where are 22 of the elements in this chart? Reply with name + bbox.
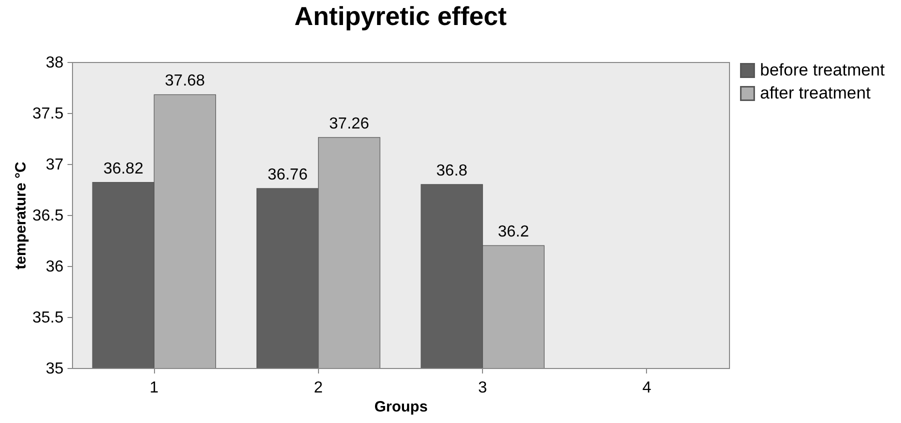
legend-label: after treatment bbox=[760, 84, 871, 102]
chart-title: Antipyretic effect bbox=[294, 1, 508, 31]
data-label: 37.26 bbox=[329, 115, 370, 132]
data-label: 36.8 bbox=[436, 162, 468, 180]
data-label: 36.82 bbox=[103, 160, 144, 178]
data-label: 37.68 bbox=[164, 72, 206, 90]
x-tick-label: 2 bbox=[314, 380, 323, 396]
data-label: 36.76 bbox=[268, 166, 308, 184]
legend-label: before treatment bbox=[760, 60, 886, 80]
y-tick-label: 38 bbox=[46, 54, 64, 72]
y-tick-label: 35 bbox=[46, 360, 64, 378]
y-tick-label: 37 bbox=[46, 156, 64, 174]
x-tick-label: 3 bbox=[478, 380, 488, 396]
x-axis-title: Groups bbox=[374, 398, 428, 416]
data-label: 36.2 bbox=[498, 224, 530, 241]
y-tick-label: 36.5 bbox=[32, 208, 64, 224]
y-tick-label: 36 bbox=[46, 258, 64, 276]
y-tick-label: 35.5 bbox=[32, 310, 64, 326]
x-tick-label: 4 bbox=[642, 380, 652, 396]
x-tick-label: 1 bbox=[150, 380, 159, 396]
y-tick-label: 37.5 bbox=[32, 106, 64, 122]
y-axis-title: temperature °C bbox=[12, 161, 30, 270]
